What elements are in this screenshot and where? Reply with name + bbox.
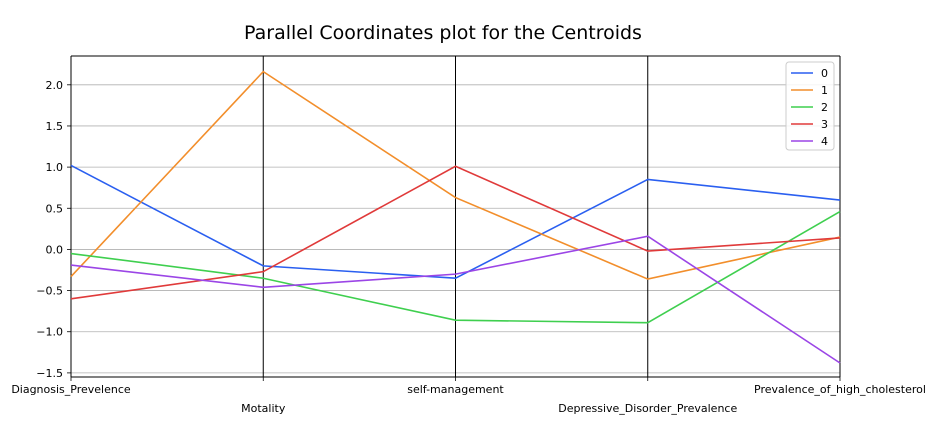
series-line-4 [70,235,841,364]
series-line-1 [70,70,841,280]
y-tick-label: −1.5 [36,367,63,380]
y-tick-label: 2.0 [46,79,64,92]
series-line-0 [70,164,841,280]
legend-label-3: 3 [821,118,828,131]
series-line-2 [70,210,841,324]
y-tick-label: 1.5 [46,120,64,133]
series-lines [70,70,841,364]
legend-label-0: 0 [821,67,828,80]
legend: 0 1 2 3 4 [785,61,835,151]
y-tick-label: −0.5 [36,285,63,298]
x-tick-label: Prevalence_of_high_cholesterol [754,383,926,396]
legend-label-1: 1 [821,84,828,97]
y-tick-label: 1.0 [46,161,64,174]
legend-label-2: 2 [821,101,828,114]
x-tick-label: self-management [407,383,504,396]
y-tick-label: 0.5 [46,202,64,215]
series-line-3 [70,165,841,300]
chart-title: Parallel Coordinates plot for the Centro… [244,22,642,44]
y-tick-label: 0.0 [46,243,64,256]
legend-box [785,61,835,151]
y-tick-label: −1.0 [36,326,63,339]
axes-layer [67,55,841,381]
tick-labels: 2.0 1.5 1.0 0.5 0.0 −0.5 −1.0 −1.5 Diagnosis_Pre… [11,79,926,415]
x-tick-label: Depressive_Disorder_Prevalence [558,402,737,415]
legend-label-4: 4 [821,135,828,148]
x-tick-label: Motality [241,402,286,415]
x-tick-label: Diagnosis_Prevelence [11,383,131,396]
